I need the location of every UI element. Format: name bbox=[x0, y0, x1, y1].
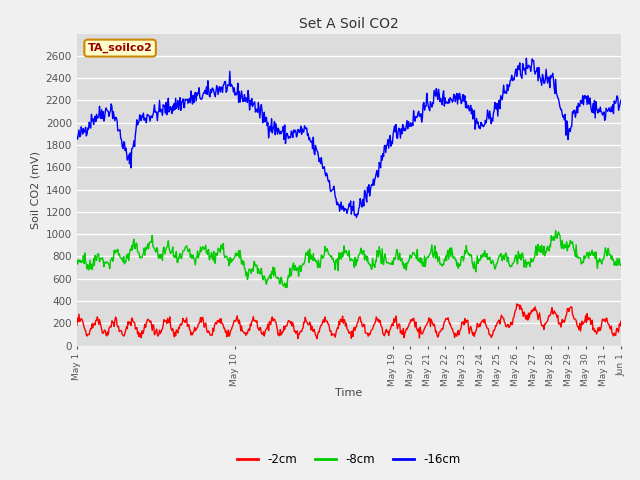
Legend: -2cm, -8cm, -16cm: -2cm, -8cm, -16cm bbox=[232, 448, 465, 471]
Text: TA_soilco2: TA_soilco2 bbox=[88, 43, 152, 53]
X-axis label: Time: Time bbox=[335, 388, 362, 397]
Y-axis label: Soil CO2 (mV): Soil CO2 (mV) bbox=[30, 151, 40, 228]
Title: Set A Soil CO2: Set A Soil CO2 bbox=[299, 17, 399, 31]
